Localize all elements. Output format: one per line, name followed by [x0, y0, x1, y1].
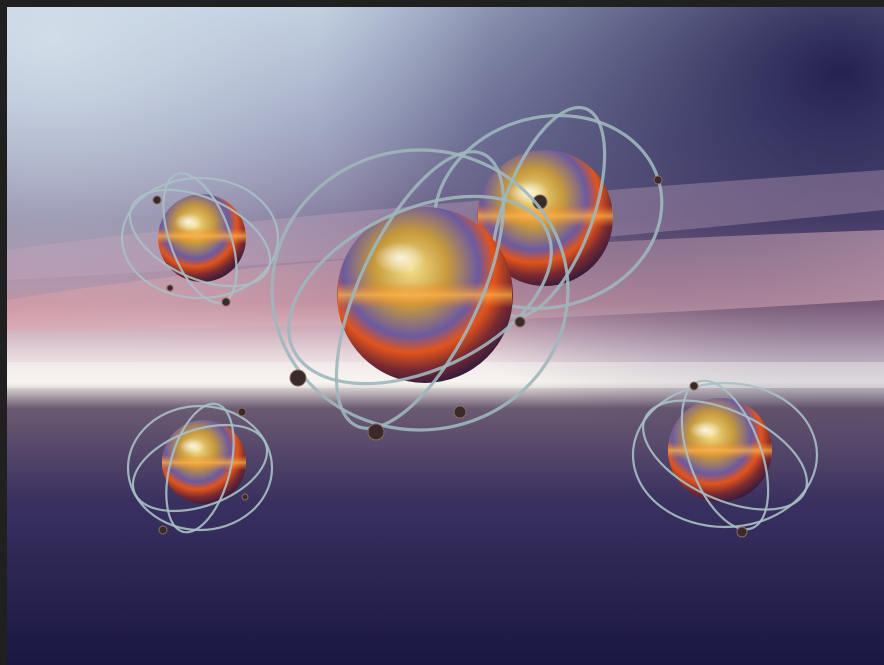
atom — [631, 379, 819, 538]
atom — [120, 172, 280, 307]
atom — [126, 402, 274, 535]
atom — [270, 148, 570, 441]
atom — [432, 105, 664, 319]
